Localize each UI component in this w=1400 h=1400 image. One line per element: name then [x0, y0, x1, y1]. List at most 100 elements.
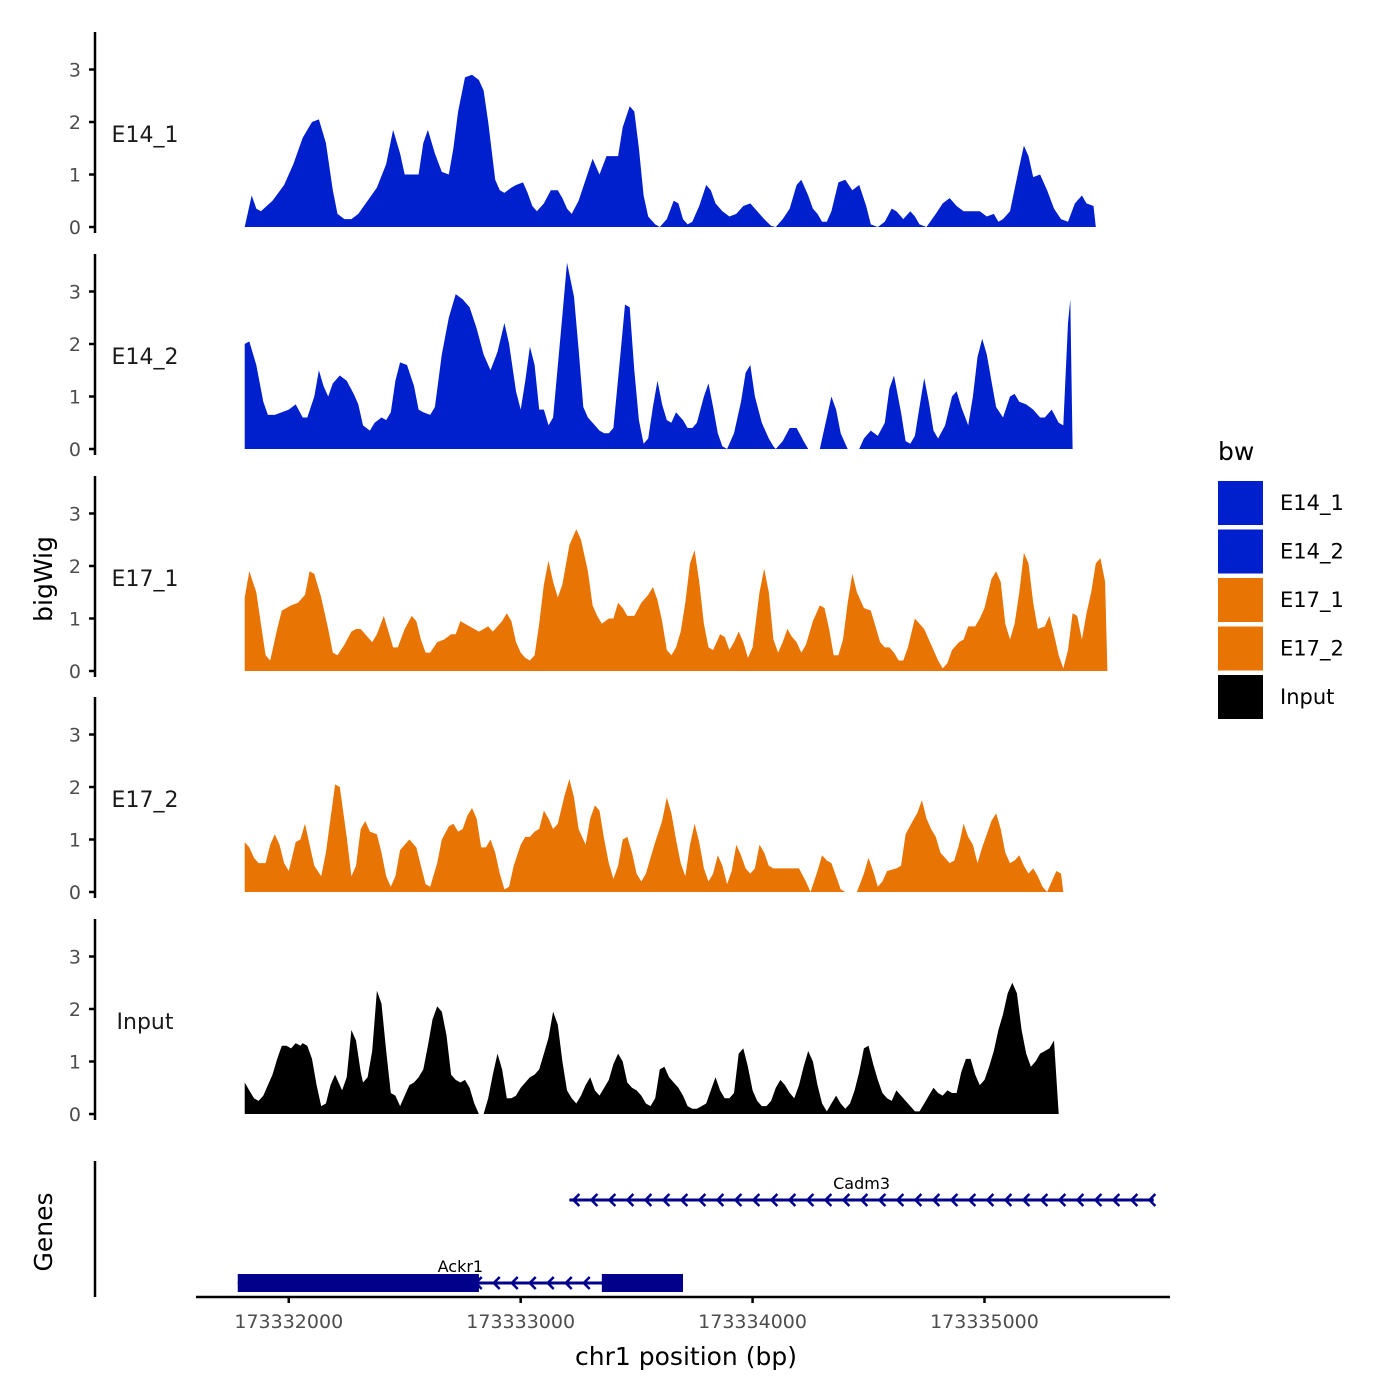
- y-tick-label: 2: [69, 334, 81, 356]
- strand-chevron: [1021, 1193, 1031, 1207]
- y-tick-label: 2: [69, 777, 81, 799]
- strand-chevron: [715, 1193, 725, 1207]
- track-label: E14_2: [112, 345, 179, 370]
- legend: bw E14_1 E14_2 E17_1 E17_2 Input: [1218, 437, 1344, 719]
- x-tick-label: 173334000: [698, 1311, 807, 1333]
- y-tick-label: 1: [69, 1052, 81, 1074]
- y-tick-label: 3: [69, 60, 81, 82]
- strand-chevron: [1003, 1193, 1013, 1207]
- strand-chevron: [563, 1276, 573, 1290]
- strand-chevron: [967, 1193, 977, 1207]
- strand-chevron: [1093, 1193, 1103, 1207]
- gene-label: Ackr1: [438, 1257, 483, 1276]
- strand-chevron: [787, 1193, 797, 1207]
- track-input: 0 1 2 3 Input: [69, 919, 1059, 1126]
- strand-chevron: [931, 1193, 941, 1207]
- strand-chevron: [697, 1193, 707, 1207]
- signal-tracks: 0 1 2 3 E14_1 0 1 2 3 E14_2 0 1 2 3 E17_1 0 1 2 3 E17_2 0 1 2 3…: [69, 32, 1108, 1126]
- y-tick-label: 0: [69, 217, 81, 239]
- strand-chevron: [607, 1193, 617, 1207]
- legend-swatch: [1218, 481, 1263, 525]
- legend-entry-e17_2: E17_2: [1218, 626, 1344, 671]
- y-axis-title: bigWig: [29, 536, 58, 622]
- track-label: Input: [117, 1010, 174, 1035]
- area-e17_2: [244, 779, 1064, 892]
- track-e17_1: 0 1 2 3 E17_1: [69, 476, 1108, 683]
- strand-chevron: [895, 1193, 905, 1207]
- y-tick-label: 0: [69, 661, 81, 683]
- strand-chevron: [841, 1193, 851, 1207]
- strand-chevron: [1039, 1193, 1049, 1207]
- y-tick-label: 0: [69, 439, 81, 461]
- legend-label: E17_2: [1280, 637, 1344, 662]
- gene-track: Cadm3 Ackr1: [93, 1161, 1157, 1297]
- y-tick-label: 3: [69, 504, 81, 526]
- strand-chevron: [571, 1193, 581, 1207]
- gene-ackr1: Ackr1: [237, 1257, 683, 1292]
- strand-chevron: [733, 1193, 743, 1207]
- y-tick-label: 2: [69, 556, 81, 578]
- x-tick-label: 173332000: [234, 1311, 343, 1333]
- exon-block: [601, 1274, 683, 1292]
- legend-entry-e17_1: E17_1: [1218, 578, 1344, 622]
- y-tick-label: 0: [69, 1104, 81, 1126]
- strand-chevron: [491, 1276, 501, 1290]
- strand-chevron: [1147, 1193, 1157, 1207]
- area-input: [244, 982, 1059, 1114]
- x-tick-label: 173335000: [930, 1311, 1039, 1333]
- legend-swatch: [1218, 529, 1263, 574]
- legend-label: E17_1: [1280, 588, 1344, 613]
- legend-entry-e14_1: E14_1: [1218, 481, 1344, 525]
- strand-chevron: [545, 1276, 555, 1290]
- strand-chevron: [1111, 1193, 1121, 1207]
- track-label: E17_1: [112, 567, 179, 592]
- strand-chevron: [661, 1193, 671, 1207]
- legend-swatch: [1218, 578, 1263, 622]
- gene-label: Cadm3: [833, 1174, 890, 1193]
- strand-chevron: [1129, 1193, 1139, 1207]
- legend-label: Input: [1280, 685, 1334, 709]
- exon-block: [237, 1274, 479, 1292]
- track-label: E14_1: [112, 123, 179, 148]
- y-tick-label: 3: [69, 282, 81, 304]
- strand-chevron: [625, 1193, 635, 1207]
- y-tick-label: 2: [69, 999, 81, 1021]
- track-e17_2: 0 1 2 3 E17_2: [69, 697, 1064, 904]
- area-e17_1: [244, 529, 1108, 671]
- x-axis: 173332000 173333000 173334000 173335000: [196, 1295, 1170, 1333]
- area-e14_2: [244, 262, 1073, 449]
- strand-chevron: [581, 1276, 591, 1290]
- strand-chevron: [859, 1193, 869, 1207]
- strand-chevron: [877, 1193, 887, 1207]
- x-axis-title: chr1 position (bp): [575, 1342, 797, 1371]
- strand-chevron: [527, 1276, 537, 1290]
- strand-chevron: [985, 1193, 995, 1207]
- strand-chevron: [805, 1193, 815, 1207]
- y-tick-label: 3: [69, 947, 81, 969]
- legend-swatch: [1218, 675, 1263, 719]
- y-tick-label: 1: [69, 830, 81, 852]
- strand-chevron: [509, 1276, 519, 1290]
- strand-chevron: [769, 1193, 779, 1207]
- track-label: E17_2: [112, 788, 179, 813]
- legend-title: bw: [1218, 437, 1254, 466]
- legend-entry-input: Input: [1218, 675, 1334, 719]
- y-tick-label: 1: [69, 609, 81, 631]
- gene-cadm3: Cadm3: [569, 1174, 1157, 1207]
- y-tick-label: 0: [69, 882, 81, 904]
- y-tick-label: 1: [69, 165, 81, 187]
- y-tick-label: 3: [69, 725, 81, 747]
- strand-chevron: [679, 1193, 689, 1207]
- strand-chevron: [949, 1193, 959, 1207]
- y-tick-label: 2: [69, 112, 81, 134]
- strand-chevron: [643, 1193, 653, 1207]
- legend-swatch: [1218, 626, 1263, 671]
- legend-label: E14_1: [1280, 491, 1344, 516]
- strand-chevron: [751, 1193, 761, 1207]
- x-tick-label: 173333000: [466, 1311, 575, 1333]
- strand-chevron: [1057, 1193, 1067, 1207]
- legend-label: E14_2: [1280, 540, 1344, 565]
- area-e14_1: [244, 74, 1096, 227]
- y-tick-label: 1: [69, 387, 81, 409]
